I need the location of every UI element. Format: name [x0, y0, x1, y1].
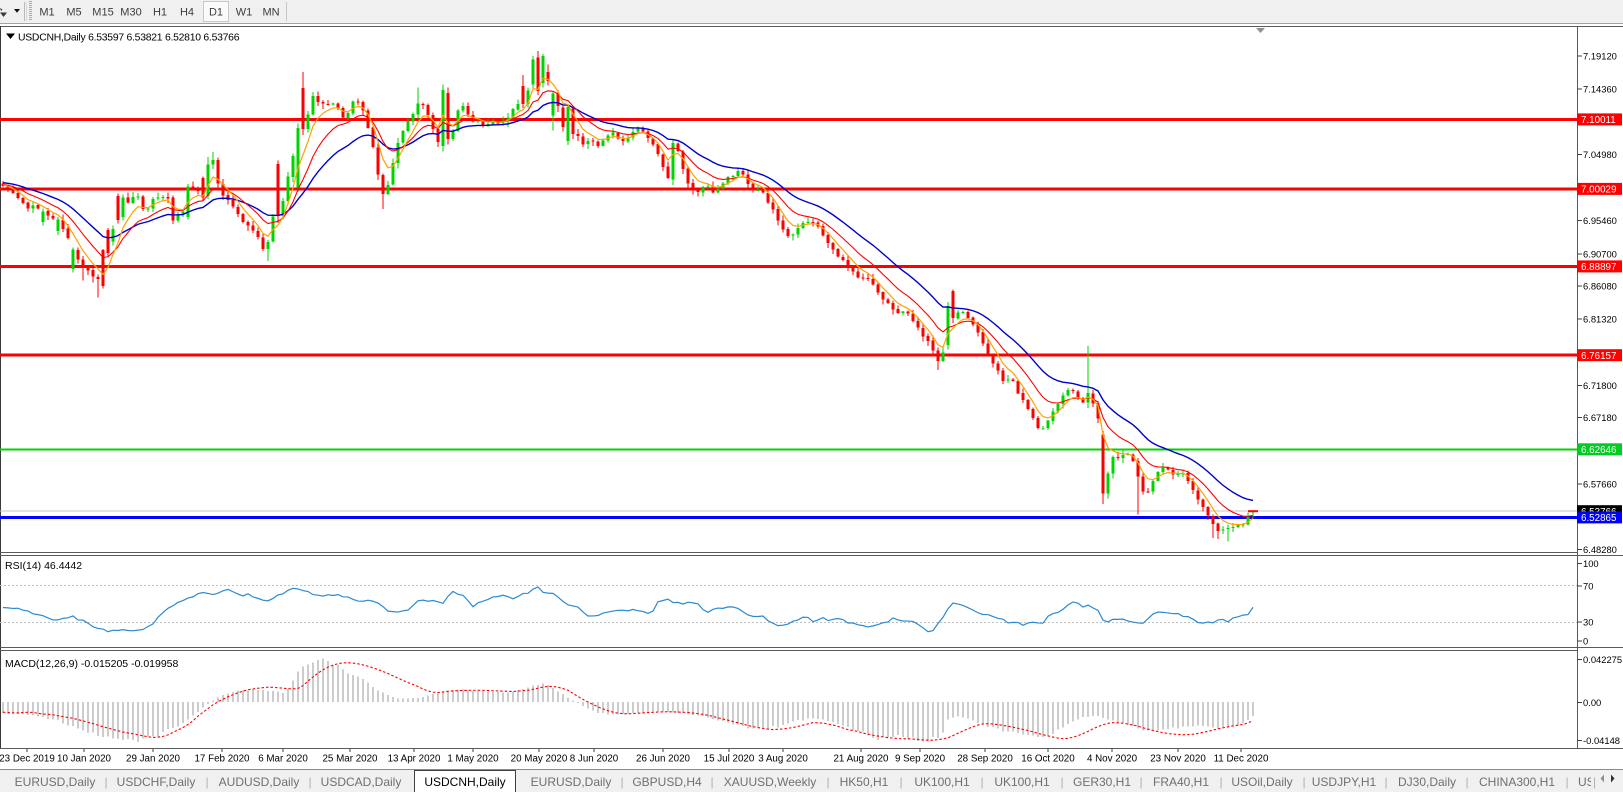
svg-text:HK50,H1: HK50,H1 — [840, 775, 889, 789]
svg-text:8 Jun 2020: 8 Jun 2020 — [570, 754, 619, 765]
svg-text:4 Nov 2020: 4 Nov 2020 — [1087, 754, 1138, 765]
svg-text:3 Aug 2020: 3 Aug 2020 — [758, 754, 808, 765]
svg-text:MACD(12,26,9) -0.015205 -0.019: MACD(12,26,9) -0.015205 -0.019958 — [5, 658, 179, 670]
svg-text:M30: M30 — [120, 7, 141, 19]
svg-text:AUDUSD,Daily: AUDUSD,Daily — [219, 775, 300, 789]
svg-text:10 Jan 2020: 10 Jan 2020 — [57, 754, 111, 765]
svg-text:6.71800: 6.71800 — [1583, 380, 1617, 391]
svg-text:9 Sep 2020: 9 Sep 2020 — [895, 754, 946, 765]
svg-text:USDCNH,Daily 6.53597 6.53821: USDCNH,Daily 6.53597 6.53821 6.52810 6.5… — [18, 33, 240, 44]
svg-text:70: 70 — [1583, 580, 1593, 591]
svg-text:0: 0 — [1583, 636, 1588, 647]
svg-text:|: | — [1465, 775, 1468, 789]
svg-text:6.86080: 6.86080 — [1583, 281, 1617, 292]
svg-text:0.042275: 0.042275 — [1583, 654, 1622, 665]
svg-text:|: | — [1593, 775, 1596, 789]
svg-text:MN: MN — [262, 7, 279, 19]
svg-text:13 Apr 2020: 13 Apr 2020 — [388, 754, 441, 765]
svg-text:US: US — [1578, 775, 1595, 789]
svg-text:USDJPY,H1: USDJPY,H1 — [1312, 775, 1377, 789]
svg-text:0.00: 0.00 — [1583, 697, 1601, 708]
svg-text:|: | — [1384, 775, 1387, 789]
svg-text:USDCAD,Daily: USDCAD,Daily — [321, 775, 402, 789]
svg-text:7.14360: 7.14360 — [1583, 84, 1617, 95]
svg-text:|: | — [1565, 775, 1568, 789]
svg-text:26 Jun 2020: 26 Jun 2020 — [636, 754, 690, 765]
svg-text:6.90700: 6.90700 — [1583, 248, 1617, 259]
svg-text:16 Oct 2020: 16 Oct 2020 — [1021, 754, 1075, 765]
svg-text:7.04980: 7.04980 — [1583, 149, 1617, 160]
svg-text:6.95460: 6.95460 — [1583, 215, 1617, 226]
svg-text:|: | — [1219, 775, 1222, 789]
svg-text:|: | — [710, 775, 713, 789]
svg-text:6.88897: 6.88897 — [1581, 262, 1616, 273]
svg-text:|: | — [899, 775, 902, 789]
svg-text:|: | — [104, 775, 107, 789]
svg-text:UK100,H1: UK100,H1 — [994, 775, 1050, 789]
svg-text:7.10011: 7.10011 — [1581, 115, 1616, 126]
svg-text:EURUSD,Daily: EURUSD,Daily — [531, 775, 612, 789]
svg-text:30: 30 — [1583, 617, 1593, 628]
svg-text:|: | — [308, 775, 311, 789]
svg-text:23 Nov 2020: 23 Nov 2020 — [1150, 754, 1206, 765]
svg-text:15 Jul 2020: 15 Jul 2020 — [704, 754, 755, 765]
svg-text:100: 100 — [1583, 558, 1599, 569]
svg-text:FRA40,H1: FRA40,H1 — [1153, 775, 1209, 789]
svg-text:11 Dec 2020: 11 Dec 2020 — [1214, 754, 1269, 765]
svg-text:25 Mar 2020: 25 Mar 2020 — [322, 754, 378, 765]
svg-text:7.00029: 7.00029 — [1581, 185, 1616, 196]
svg-text:6.48280: 6.48280 — [1583, 544, 1617, 555]
svg-text:7.19120: 7.19120 — [1583, 50, 1617, 61]
svg-text:RSI(14) 46.4442: RSI(14) 46.4442 — [5, 560, 82, 572]
svg-text:-0.04148: -0.04148 — [1583, 735, 1620, 746]
svg-text:H1: H1 — [153, 7, 167, 19]
svg-text:6.62646: 6.62646 — [1581, 445, 1617, 456]
svg-text:GER30,H1: GER30,H1 — [1073, 775, 1131, 789]
svg-text:XAUUSD,Weekly: XAUUSD,Weekly — [724, 775, 816, 789]
svg-text:28 Sep 2020: 28 Sep 2020 — [957, 754, 1013, 765]
svg-text:H4: H4 — [180, 7, 194, 19]
svg-text:6.67180: 6.67180 — [1583, 412, 1617, 423]
svg-text:USDCNH,Daily: USDCNH,Daily — [424, 775, 505, 789]
svg-text:GBPUSD,H4: GBPUSD,H4 — [632, 775, 702, 789]
svg-text:USOil,Daily: USOil,Daily — [1231, 775, 1292, 789]
svg-text:UK100,H1: UK100,H1 — [914, 775, 970, 789]
svg-text:CHINA300,H1: CHINA300,H1 — [1479, 775, 1555, 789]
svg-text:1 May 2020: 1 May 2020 — [447, 754, 499, 765]
svg-text:29 Jan 2020: 29 Jan 2020 — [126, 754, 180, 765]
svg-text:23 Dec 2019: 23 Dec 2019 — [0, 754, 55, 765]
svg-text:EURUSD,Daily: EURUSD,Daily — [15, 775, 96, 789]
svg-text:M15: M15 — [92, 7, 113, 19]
svg-text:|: | — [1139, 775, 1142, 789]
svg-text:|: | — [980, 775, 983, 789]
svg-text:DJ30,Daily: DJ30,Daily — [1398, 775, 1456, 789]
svg-text:6.81320: 6.81320 — [1583, 314, 1617, 325]
svg-text:M5: M5 — [66, 7, 81, 19]
svg-text:|: | — [1060, 775, 1063, 789]
svg-text:M1: M1 — [39, 7, 54, 19]
svg-text:W1: W1 — [236, 7, 253, 19]
svg-text:6.57660: 6.57660 — [1583, 479, 1617, 490]
svg-text:6 Mar 2020: 6 Mar 2020 — [258, 754, 308, 765]
svg-text:|: | — [1302, 775, 1305, 789]
svg-text:D1: D1 — [209, 7, 223, 19]
svg-text:21 Aug 2020: 21 Aug 2020 — [833, 754, 889, 765]
svg-text:17 Feb 2020: 17 Feb 2020 — [194, 754, 250, 765]
svg-text:|: | — [826, 775, 829, 789]
svg-text:6.76157: 6.76157 — [1581, 351, 1616, 362]
svg-text:USDCHF,Daily: USDCHF,Daily — [117, 775, 196, 789]
svg-text:20 May 2020: 20 May 2020 — [511, 754, 568, 765]
svg-text:|: | — [205, 775, 208, 789]
svg-text:6.52865: 6.52865 — [1581, 513, 1617, 524]
svg-text:|: | — [620, 775, 623, 789]
